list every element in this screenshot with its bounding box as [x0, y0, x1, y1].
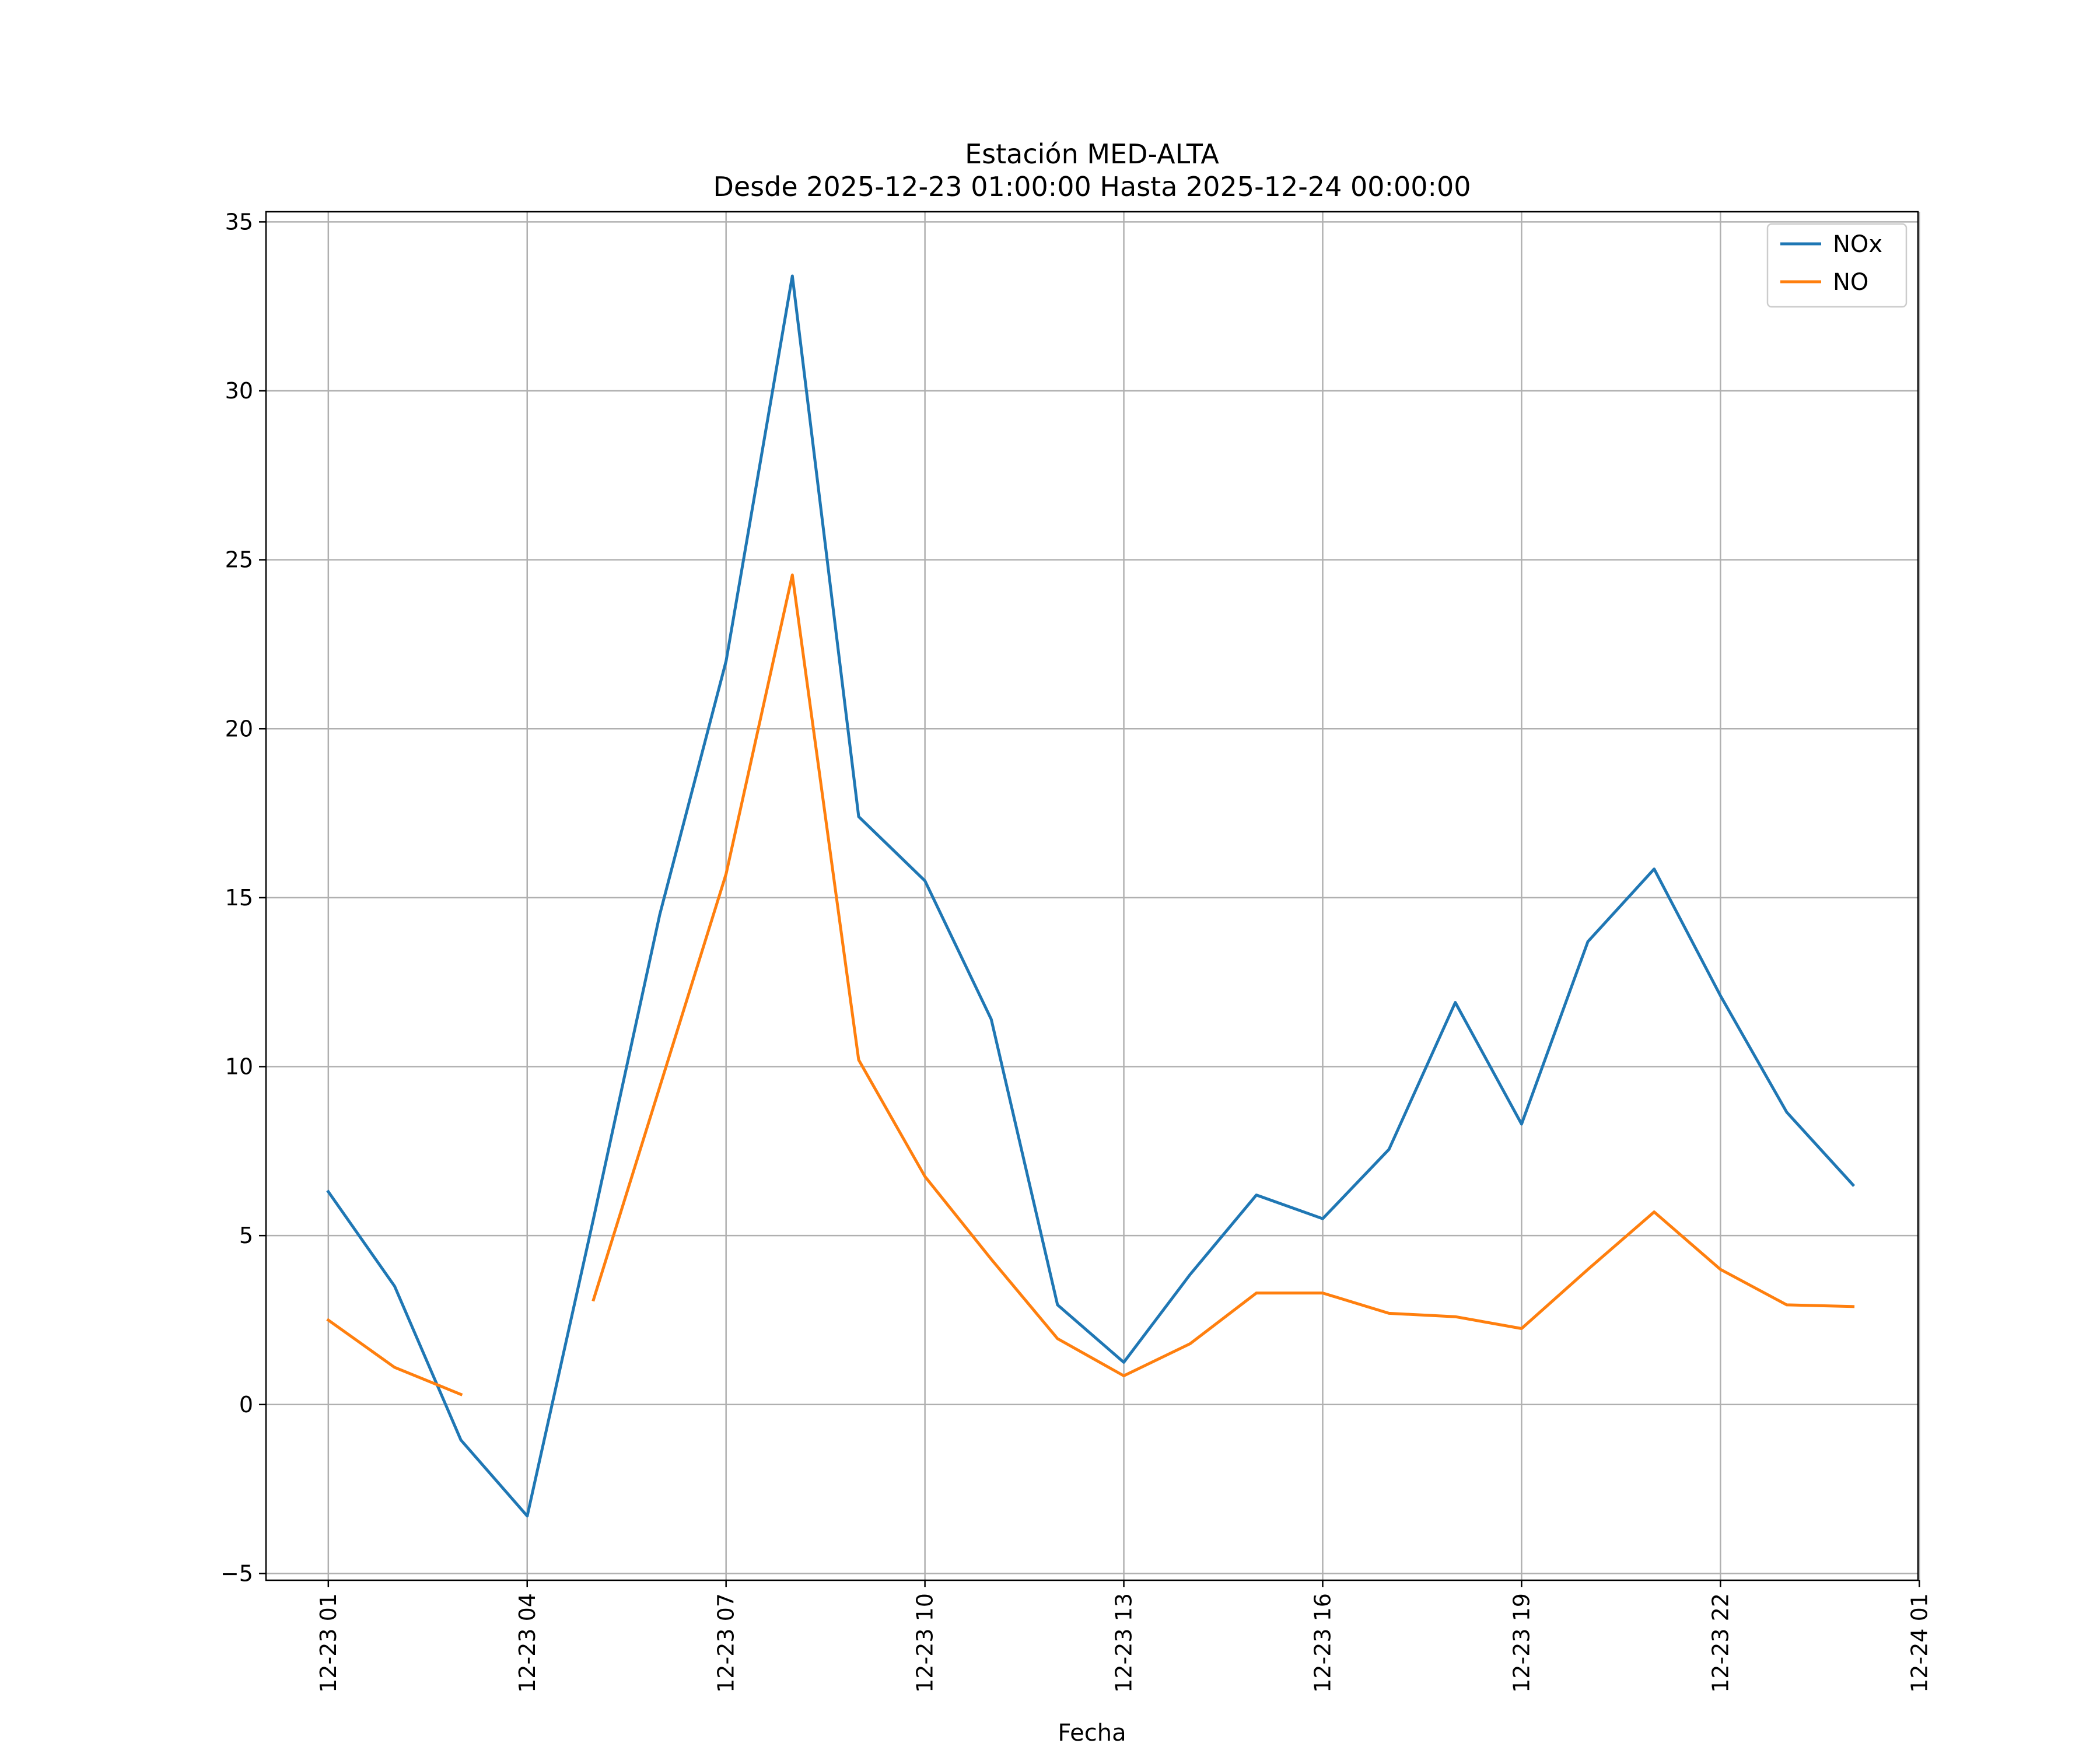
- chart-title: Estación MED-ALTA: [965, 138, 1219, 170]
- x-tick-label: 12-24 01: [1906, 1593, 1932, 1693]
- x-tick-label: 12-23 01: [316, 1593, 341, 1693]
- y-tick-label: 30: [225, 378, 253, 404]
- y-tick-label: 15: [225, 885, 253, 911]
- legend-label-no: NO: [1833, 269, 1868, 296]
- plot-frame: [265, 211, 1919, 1581]
- x-tick-label: 12-23 13: [1111, 1593, 1137, 1693]
- x-tick-label: 12-23 04: [514, 1593, 540, 1693]
- x-tick-label: 12-23 07: [713, 1593, 739, 1693]
- series-lines: [326, 274, 1856, 1518]
- series-line-no: [326, 573, 1855, 1396]
- y-tick-label: 20: [225, 716, 253, 741]
- y-tick-label: 25: [225, 547, 253, 573]
- y-tick-label: 0: [239, 1392, 253, 1418]
- x-tick-label: 12-23 22: [1707, 1593, 1733, 1693]
- legend: NOx NO: [1766, 223, 1908, 308]
- series-line-nox: [326, 274, 1856, 1518]
- grid: [266, 212, 1920, 1580]
- legend-label-nox: NOx: [1833, 231, 1882, 258]
- x-tick-label: 12-23 19: [1508, 1593, 1534, 1693]
- x-tick-label: 12-23 10: [912, 1593, 938, 1693]
- axis-ticks: 12-23 01 12-23 04 12-23 07 12-23 10 12-23 13…: [220, 209, 1932, 1692]
- x-axis-label: Fecha: [1058, 1720, 1126, 1746]
- y-tick-label: −5: [220, 1560, 253, 1586]
- y-tick-label: 10: [225, 1054, 253, 1080]
- chart-subtitle: Desde 2025-12-23 01:00:00 Hasta 2025-12-…: [713, 171, 1471, 202]
- x-tick-label: 12-23 16: [1310, 1593, 1335, 1693]
- y-tick-label: 5: [239, 1223, 253, 1248]
- y-tick-label: 35: [225, 209, 253, 235]
